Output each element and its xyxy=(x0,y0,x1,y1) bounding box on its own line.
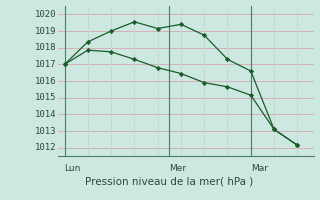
Text: Mar: Mar xyxy=(251,164,268,173)
Text: Lun: Lun xyxy=(65,164,81,173)
Text: 1013: 1013 xyxy=(35,127,56,136)
Text: 1014: 1014 xyxy=(35,110,56,119)
Text: 1012: 1012 xyxy=(35,143,56,152)
Text: 1020: 1020 xyxy=(35,10,56,19)
Text: Mer: Mer xyxy=(169,164,187,173)
Text: 1017: 1017 xyxy=(35,60,56,69)
Text: 1019: 1019 xyxy=(35,26,56,36)
Text: 1018: 1018 xyxy=(35,43,56,52)
Text: 1016: 1016 xyxy=(35,76,56,86)
Text: Pression niveau de la mer( hPa ): Pression niveau de la mer( hPa ) xyxy=(85,176,253,186)
Text: 1015: 1015 xyxy=(35,93,56,102)
